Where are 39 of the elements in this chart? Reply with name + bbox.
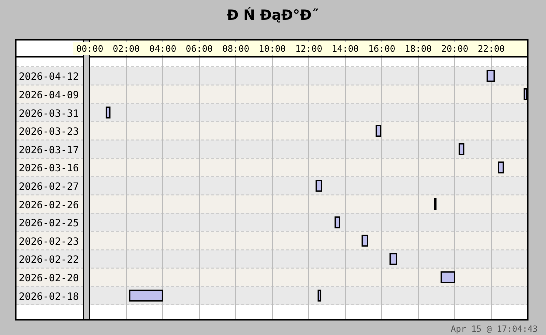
y-tick-label: 2026-02-20 <box>19 274 80 285</box>
x-tick-label: 18:00 <box>404 45 432 55</box>
y-tick-label: 2026-04-12 <box>19 72 80 84</box>
y-tick-label: 2026-03-31 <box>19 108 80 120</box>
bar <box>440 272 456 284</box>
x-tick-label: 10:00 <box>258 45 286 55</box>
bar <box>458 143 465 156</box>
bar <box>106 106 111 119</box>
text: Apr 15 @ 17:04:43 <box>451 325 538 335</box>
x-tick-label: 00:00 <box>76 45 104 55</box>
bar <box>390 253 398 266</box>
y-tick-label: 2026-02-25 <box>19 218 80 230</box>
x-tick-label: 20:00 <box>441 45 469 55</box>
bar <box>376 125 382 138</box>
bar <box>129 290 164 302</box>
y-tick-label: 2026-03-23 <box>19 127 80 138</box>
x-tick-label: 02:00 <box>112 45 140 55</box>
y-tick-label: 2026-03-16 <box>19 164 80 175</box>
bar <box>334 216 340 229</box>
bar <box>318 290 322 302</box>
x-tick-label: 14:00 <box>332 45 360 55</box>
x-tick-label: 04:00 <box>149 45 177 55</box>
y-tick-label: 2026-02-22 <box>19 255 80 266</box>
y-tick-label: 2026-02-18 <box>19 292 80 303</box>
x-tick-label: 16:00 <box>368 45 396 55</box>
x-tick-label: 22:00 <box>478 45 506 55</box>
bar <box>486 70 496 82</box>
bar <box>316 180 322 192</box>
y-tick-label: 2026-04-09 <box>19 90 80 102</box>
y-tick-label: 2026-02-27 <box>19 182 80 193</box>
bar <box>362 234 368 247</box>
x-tick-label: 08:00 <box>222 45 250 55</box>
chart-title: Ð Ń ÐąÐ°Ð˝ <box>227 7 319 24</box>
y-tick-label: 2026-02-26 <box>19 200 80 212</box>
y-tick-label: 2026-02-23 <box>19 236 80 248</box>
y-tick-label: 2026-03-17 <box>19 145 80 156</box>
bar <box>498 162 504 174</box>
x-tick-label: 06:00 <box>186 45 214 55</box>
x-tick-label: 12:00 <box>295 45 323 55</box>
